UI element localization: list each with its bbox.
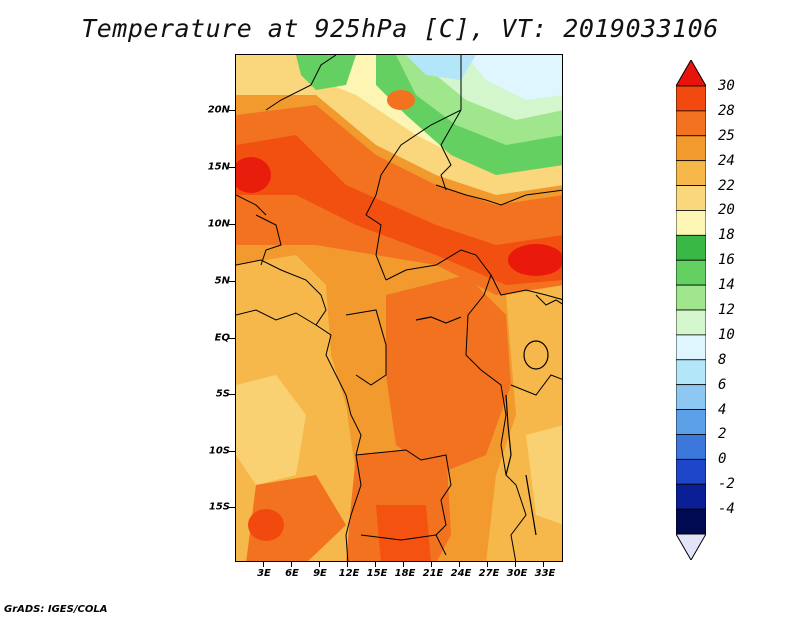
lon-tick-label: 24E: [450, 568, 472, 579]
temperature-map: [235, 54, 563, 562]
colorbar-segment: [676, 284, 706, 311]
colorbar-level-label: 4: [718, 401, 727, 418]
lat-tick-label: 5N: [214, 275, 230, 287]
lon-tick-mark: [375, 562, 376, 567]
colorbar-level-label: 8: [718, 351, 727, 368]
lon-tick-mark: [319, 562, 320, 567]
colorbar-top-arrow: [676, 60, 706, 87]
lon-tick-label: 3E: [257, 568, 271, 579]
colorbar-level-label: 20: [718, 202, 735, 219]
lon-tick-label: 18E: [394, 568, 416, 579]
lon-tick-label: 15E: [366, 568, 388, 579]
colorbar-segment: [676, 309, 706, 336]
lon-tick-mark: [263, 562, 264, 567]
lon-tick-mark: [291, 562, 292, 567]
colorbar-level-label: -2: [718, 476, 735, 493]
lat-tick-mark: [229, 167, 235, 168]
colorbar-segment: [676, 85, 706, 112]
lat-tick-mark: [229, 338, 235, 339]
colorbar-segment: [676, 384, 706, 410]
lat-tick-label: 15S: [208, 501, 230, 513]
lat-tick-label: 5S: [215, 388, 230, 400]
lon-tick-label: 9E: [313, 568, 327, 579]
lon-tick-mark: [515, 562, 516, 567]
colorbar-segment: [676, 135, 706, 162]
colorbar-segment: [676, 210, 706, 236]
colorbar-level-label: 12: [718, 302, 735, 318]
lat-tick-label: 10S: [208, 445, 230, 457]
lon-tick-label: 12E: [338, 568, 360, 579]
colorbar-segment: [676, 185, 706, 211]
lat-tick-mark: [229, 451, 235, 452]
lat-tick-mark: [229, 394, 235, 395]
colorbar-level-label: 10: [718, 326, 735, 343]
colorbar-segment: [676, 483, 706, 510]
lon-tick-label: 6E: [285, 568, 299, 579]
colorbar-segment: [676, 458, 706, 485]
colorbar-level-label: 0: [718, 451, 727, 468]
colorbar-segment: [676, 359, 706, 386]
lon-tick-mark: [487, 562, 488, 567]
lat-tick-mark: [229, 281, 235, 282]
colorbar-level-label: 24: [718, 152, 735, 169]
lon-tick-mark: [347, 562, 348, 567]
colorbar-segment: [676, 434, 706, 460]
colorbar-level-label: 6: [718, 376, 727, 393]
colorbar-level-label: 14: [718, 277, 735, 294]
colorbar-level-label: 16: [718, 252, 735, 269]
lon-tick-label: 30E: [506, 568, 528, 579]
colorbar-segment: [676, 234, 706, 261]
colorbar-level-label: 25: [718, 127, 735, 144]
lat-tick-mark: [229, 110, 235, 111]
colorbar-segment: [676, 160, 706, 186]
lon-tick-label: 21E: [422, 568, 444, 579]
colorbar-segment: [676, 334, 706, 361]
colorbar-level-label: 2: [718, 426, 727, 443]
lon-tick-label: 33E: [534, 568, 556, 579]
colorbar-segment: [676, 110, 706, 137]
lat-tick-label: 10N: [207, 218, 230, 230]
lon-tick-label: 27E: [478, 568, 500, 579]
footer-credit: GrADS: IGES/COLA: [4, 604, 108, 615]
chart-title: Temperature at 925hPa [C], VT: 201903310…: [81, 14, 719, 43]
colorbar: [676, 60, 706, 560]
colorbar-segment: [676, 259, 706, 286]
lon-tick-mark: [431, 562, 432, 567]
map-field: [236, 55, 562, 561]
colorbar-bottom-arrow: [676, 533, 706, 560]
colorbar-level-label: 28: [718, 102, 735, 119]
colorbar-level-label: 30: [718, 78, 735, 94]
lon-tick-mark: [403, 562, 404, 567]
colorbar-level-label: 22: [718, 177, 735, 194]
lat-tick-label: EQ: [214, 332, 230, 344]
colorbar-level-label: -4: [718, 501, 735, 518]
colorbar-segment: [676, 409, 706, 435]
lon-tick-mark: [543, 562, 544, 567]
colorbar-level-label: 18: [718, 227, 735, 244]
lat-tick-mark: [229, 224, 235, 225]
lat-tick-mark: [229, 507, 235, 508]
colorbar-segment: [676, 508, 706, 535]
lon-tick-mark: [459, 562, 460, 567]
lat-tick-label: 15N: [207, 161, 230, 173]
lat-tick-label: 20N: [207, 104, 230, 116]
